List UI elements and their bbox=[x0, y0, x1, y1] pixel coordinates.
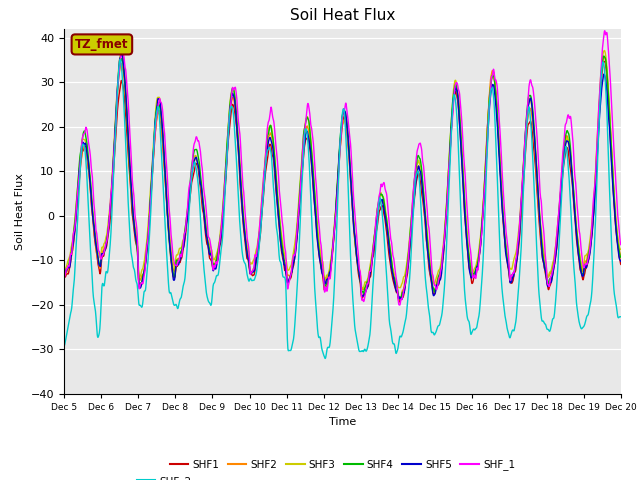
SHF_2 bbox=[216, 262, 223, 267]
Line: SHF5: SHF5 bbox=[64, 54, 621, 300]
SHF1 bbox=[216, 247, 223, 252]
Legend: SHF_2: SHF_2 bbox=[132, 472, 196, 480]
Title: Soil Heat Flux: Soil Heat Flux bbox=[290, 9, 395, 24]
SHF2 bbox=[371, 232, 378, 238]
SHF_1 bbox=[358, 297, 366, 302]
SHF1 bbox=[60, 273, 68, 279]
Y-axis label: Soil Heat Flux: Soil Heat Flux bbox=[15, 173, 25, 250]
SHF_2 bbox=[371, 255, 379, 261]
SHF3 bbox=[60, 265, 68, 271]
SHF2 bbox=[358, 286, 366, 292]
SHF_2 bbox=[584, 312, 591, 318]
SHF4 bbox=[617, 254, 625, 260]
SHF3 bbox=[568, 168, 575, 174]
SHF_2 bbox=[359, 348, 367, 354]
SHF5 bbox=[617, 258, 625, 264]
X-axis label: Time: Time bbox=[329, 417, 356, 427]
SHF2 bbox=[504, 262, 512, 267]
SHF3 bbox=[371, 231, 379, 237]
SHF_1 bbox=[216, 241, 223, 247]
SHF4 bbox=[568, 166, 575, 171]
SHF3 bbox=[617, 246, 625, 252]
SHF1 bbox=[601, 59, 609, 64]
SHF4 bbox=[504, 263, 512, 268]
SHF_2 bbox=[116, 56, 124, 62]
SHF2 bbox=[216, 241, 223, 247]
SHF_2 bbox=[60, 344, 68, 349]
SHF_1 bbox=[504, 250, 512, 256]
SHF2 bbox=[584, 254, 591, 260]
SHF_2 bbox=[321, 356, 329, 361]
SHF1 bbox=[395, 300, 403, 305]
SHF_1 bbox=[60, 276, 68, 282]
SHF_1 bbox=[617, 242, 625, 248]
SHF_2 bbox=[617, 314, 625, 320]
SHF_1 bbox=[568, 125, 575, 131]
SHF3 bbox=[584, 251, 591, 256]
Line: SHF1: SHF1 bbox=[64, 61, 621, 302]
SHF3 bbox=[216, 240, 223, 245]
Line: SHF_2: SHF_2 bbox=[64, 59, 621, 359]
SHF_1 bbox=[396, 302, 404, 308]
SHF5 bbox=[398, 297, 406, 302]
SHF3 bbox=[600, 48, 608, 53]
SHF_1 bbox=[371, 236, 378, 241]
SHF5 bbox=[60, 268, 68, 274]
SHF4 bbox=[216, 241, 223, 247]
SHF2 bbox=[396, 297, 403, 302]
SHF5 bbox=[118, 51, 126, 57]
SHF4 bbox=[60, 269, 68, 275]
SHF4 bbox=[358, 288, 366, 294]
SHF5 bbox=[584, 260, 591, 266]
SHF1 bbox=[584, 262, 591, 267]
Line: SHF4: SHF4 bbox=[64, 56, 621, 300]
SHF5 bbox=[359, 293, 367, 299]
SHF5 bbox=[216, 242, 223, 248]
SHF2 bbox=[568, 168, 575, 174]
SHF2 bbox=[600, 54, 608, 60]
SHF_2 bbox=[505, 331, 513, 336]
SHF4 bbox=[584, 258, 591, 264]
SHF5 bbox=[371, 236, 379, 241]
SHF4 bbox=[371, 232, 378, 238]
SHF1 bbox=[358, 295, 366, 301]
SHF2 bbox=[617, 255, 625, 261]
SHF1 bbox=[371, 245, 378, 251]
SHF4 bbox=[396, 297, 404, 302]
SHF3 bbox=[358, 285, 366, 290]
SHF2 bbox=[60, 271, 68, 277]
SHF5 bbox=[568, 174, 576, 180]
Line: SHF2: SHF2 bbox=[64, 57, 621, 300]
Line: SHF_1: SHF_1 bbox=[64, 31, 621, 305]
Text: TZ_fmet: TZ_fmet bbox=[75, 38, 129, 51]
SHF3 bbox=[359, 285, 367, 291]
SHF_1 bbox=[584, 260, 591, 266]
SHF1 bbox=[617, 262, 625, 267]
SHF_1 bbox=[601, 28, 609, 34]
SHF_2 bbox=[568, 230, 576, 236]
SHF4 bbox=[600, 53, 607, 59]
SHF5 bbox=[505, 265, 513, 271]
SHF1 bbox=[504, 266, 512, 272]
SHF1 bbox=[568, 176, 575, 182]
Line: SHF3: SHF3 bbox=[64, 50, 621, 288]
SHF3 bbox=[504, 259, 512, 265]
